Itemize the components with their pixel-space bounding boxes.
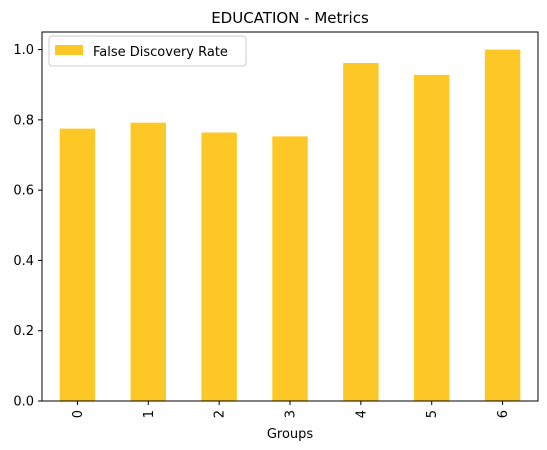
legend-swatch — [55, 45, 83, 55]
bar-group-1 — [130, 122, 166, 402]
bar-group-3 — [272, 136, 308, 401]
bar-group-5 — [414, 74, 450, 402]
bar-group-2 — [201, 132, 237, 401]
bars-layer — [59, 49, 521, 402]
y-tick-label: 0.8 — [13, 113, 34, 128]
y-tick-label: 0.6 — [13, 184, 34, 199]
y-tick-label: 1.0 — [13, 43, 34, 58]
y-tick-label: 0.4 — [13, 254, 34, 269]
y-tick-label: 0.0 — [13, 395, 34, 410]
legend-label: False Discovery Rate — [93, 45, 228, 60]
ticks-layer: 0.0 0.2 0.4 0.6 0.8 1.0 0 1 2 3 4 5 6 — [13, 43, 511, 418]
legend-frame — [48, 35, 247, 67]
chart-title: EDUCATION - Metrics — [211, 9, 369, 27]
x-tick-label: 3 — [284, 410, 299, 418]
x-tick-label: 4 — [354, 410, 369, 418]
bar-group-0 — [59, 128, 96, 401]
bar-group-6 — [484, 49, 521, 401]
x-axis-label: Groups — [267, 427, 314, 442]
x-tick-label: 5 — [425, 410, 440, 418]
bar-group-4 — [343, 62, 379, 402]
legend: False Discovery Rate — [48, 35, 247, 67]
x-tick-label: 1 — [142, 410, 157, 418]
x-tick-label: 0 — [71, 410, 86, 418]
x-tick-label: 2 — [213, 410, 228, 418]
y-tick-label: 0.2 — [13, 324, 34, 339]
x-tick-label: 6 — [496, 410, 511, 418]
